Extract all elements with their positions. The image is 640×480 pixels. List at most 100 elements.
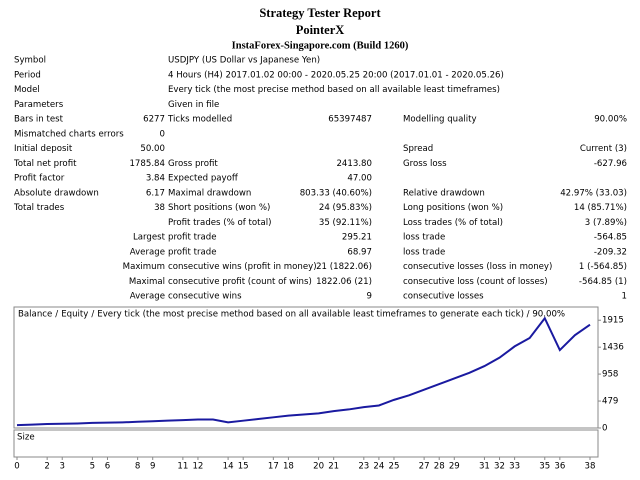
expert: PointerX — [296, 23, 345, 37]
cell: 3.84 — [146, 174, 165, 184]
cell: 38 — [154, 203, 165, 213]
cell: 21 (1822.06) — [316, 262, 372, 272]
x-tick-label: 18 — [283, 462, 294, 472]
x-tick-label: 15 — [238, 462, 249, 472]
cell: 803.33 (40.60%) — [300, 188, 372, 198]
y-tick-label: 1915 — [602, 316, 624, 326]
x-tick-label: 29 — [449, 462, 460, 472]
cell: -564.85 (1) — [579, 277, 627, 287]
server: InstaForex-Singapore.com (Build 1260) — [232, 40, 409, 51]
cell: consecutive wins (profit in money) — [168, 262, 317, 272]
x-tick-label: 3 — [60, 462, 65, 472]
cell: consecutive loss (count of losses) — [403, 277, 548, 287]
cell: Expected payoff — [168, 174, 239, 184]
cell: 4 Hours (H4) 2017.01.02 00:00 - 2020.05.… — [168, 70, 504, 80]
cell: 24 (95.83%) — [319, 203, 372, 213]
cell: 65397487 — [328, 115, 372, 125]
title: Strategy Tester Report — [259, 6, 381, 20]
x-tick-label: 8 — [135, 462, 140, 472]
balance-line — [16, 316, 591, 427]
cell: -627.96 — [594, 159, 627, 169]
cell: Profit trades (% of total) — [168, 218, 272, 228]
x-tick-label: 23 — [358, 462, 369, 472]
legend-item: Balance — [18, 310, 52, 320]
chart-frame — [13, 306, 599, 429]
cell: 1822.06 (21) — [316, 277, 372, 287]
cell: Bars in test — [14, 115, 64, 125]
cell: Ticks modelled — [167, 115, 232, 125]
legend-separator: / — [91, 310, 94, 320]
cell: 3 (7.89%) — [585, 218, 627, 228]
cell: Profit factor — [14, 174, 65, 184]
cell: -209.32 — [594, 247, 627, 257]
cell: Period — [14, 70, 41, 80]
cell: loss trade — [403, 233, 445, 243]
x-tick-label: 28 — [434, 462, 445, 472]
x-tick-label: 6 — [105, 462, 110, 472]
cell: Modelling quality — [403, 115, 477, 125]
legend-note: Every tick (the most precise method base… — [97, 310, 565, 320]
cell: Maximal drawdown — [168, 188, 251, 198]
size-frame — [13, 429, 599, 458]
cell: profit trade — [168, 247, 216, 257]
x-tick-label: 12 — [192, 462, 203, 472]
cell: Gross loss — [403, 159, 447, 169]
cell: consecutive profit (count of wins) — [168, 277, 312, 287]
x-tick-label: 33 — [509, 462, 520, 472]
cell: 6.17 — [146, 188, 165, 198]
x-tick-label: 5 — [90, 462, 95, 472]
cell: -564.85 — [594, 233, 627, 243]
cell: profit trade — [168, 233, 216, 243]
y-tick-label: 479 — [602, 397, 618, 407]
x-tick-label: 2 — [44, 462, 49, 472]
legend-separator: / — [55, 310, 58, 320]
cell: Symbol — [14, 56, 46, 66]
cell: 9 — [367, 292, 372, 302]
cell: Average — [130, 292, 165, 302]
cell: Total net profit — [13, 159, 77, 169]
cell: Initial deposit — [14, 144, 73, 154]
legend-item: Equity — [61, 310, 88, 320]
cell: Largest — [133, 233, 166, 243]
y-tick-label: 0 — [602, 424, 607, 434]
cell: 1785.84 — [129, 159, 165, 169]
x-tick-label: 21 — [328, 462, 339, 472]
cell: consecutive losses — [403, 292, 484, 302]
cell: Loss trades (% of total) — [403, 218, 503, 228]
cell: Spread — [403, 144, 433, 154]
cell: Short positions (won %) — [168, 203, 270, 213]
x-tick-label: 17 — [268, 462, 279, 472]
cell: Mismatched charts errors — [14, 129, 124, 139]
cell: Maximum — [123, 262, 165, 272]
cell: 50.00 — [140, 144, 165, 154]
cell: Maximal — [129, 277, 165, 287]
cell: 90.00% — [594, 115, 627, 125]
x-tick-label: 31 — [479, 462, 490, 472]
cell: 6277 — [143, 115, 165, 125]
cell: 1 — [622, 292, 627, 302]
x-tick-label: 27 — [419, 462, 430, 472]
cell: Total trades — [13, 203, 65, 213]
cell: Model — [14, 85, 40, 95]
x-tick-label: 11 — [177, 462, 188, 472]
cell: 295.21 — [342, 233, 372, 243]
cell: Gross profit — [168, 159, 218, 169]
x-tick-label: 36 — [554, 462, 565, 472]
x-tick-label: 25 — [389, 462, 400, 472]
cell: Relative drawdown — [403, 188, 485, 198]
y-tick-label: 1436 — [602, 343, 624, 353]
x-tick-label: 32 — [494, 462, 505, 472]
cell: consecutive wins — [168, 292, 242, 302]
x-tick-label: 38 — [585, 462, 596, 472]
x-tick-label: 14 — [223, 462, 234, 472]
cell: 47.00 — [347, 174, 372, 184]
cell: Absolute drawdown — [14, 188, 99, 198]
cell: loss trade — [403, 247, 445, 257]
x-tick-label: 24 — [373, 462, 384, 472]
cell: Parameters — [14, 100, 64, 110]
cell: Given in file — [168, 100, 219, 110]
x-tick-label: 0 — [14, 462, 19, 472]
cell: 2413.80 — [336, 159, 372, 169]
cell: Every tick (the most precise method base… — [168, 85, 500, 95]
